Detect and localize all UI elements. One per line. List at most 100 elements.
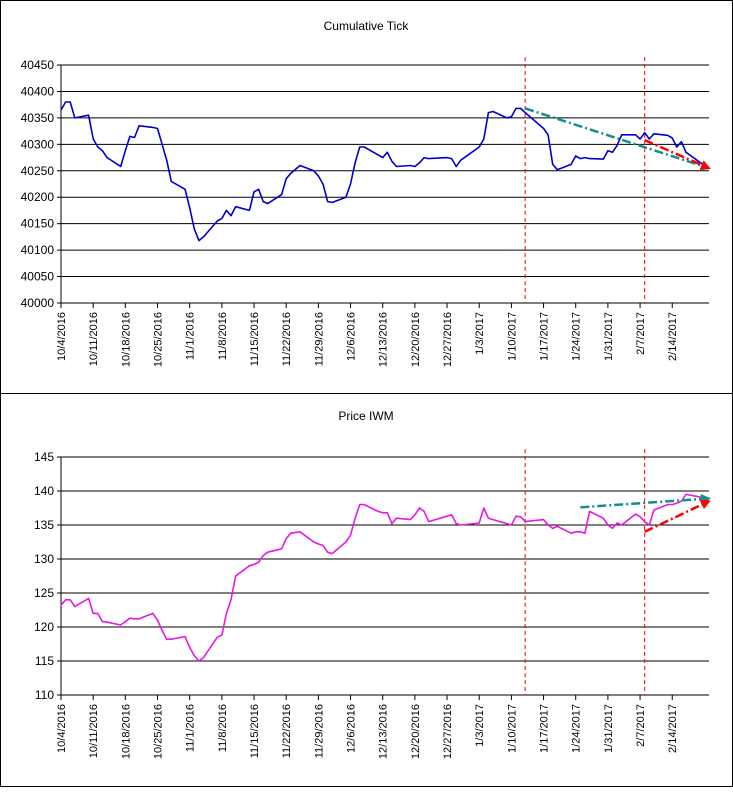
tick-y-tick-label: 40250 xyxy=(21,164,55,178)
price-data-point xyxy=(363,504,365,506)
price-data-point xyxy=(299,531,301,533)
price-data-point xyxy=(680,500,683,502)
price-x-tick-label: 1/24/2017 xyxy=(571,704,583,753)
tick-data-point xyxy=(487,112,489,114)
price-data-point xyxy=(97,612,99,615)
price-data-point xyxy=(262,555,264,557)
tick-data-point xyxy=(88,114,90,116)
tick-data-point xyxy=(97,146,99,148)
tick-x-tick-label: 10/18/2016 xyxy=(120,312,132,367)
price-data-point xyxy=(575,531,577,533)
price-data-point xyxy=(69,599,71,601)
tick-data-point xyxy=(106,157,108,159)
tick-y-tick-label: 40400 xyxy=(21,84,55,98)
price-data-point xyxy=(639,516,641,518)
price-data-point xyxy=(129,617,131,619)
price-data-point xyxy=(88,597,90,600)
tick-data-point xyxy=(120,165,122,168)
tick-data-point xyxy=(515,107,517,109)
tick-data-point xyxy=(451,158,453,160)
price-data-point xyxy=(386,512,388,514)
tick-data-point xyxy=(248,209,250,211)
price-data-point xyxy=(455,523,457,525)
tick-data-point xyxy=(299,164,301,167)
price-data-point xyxy=(313,541,315,543)
tick-data-point xyxy=(363,146,365,148)
tick-data-point xyxy=(667,134,669,136)
price-data-point xyxy=(579,531,581,533)
price-data-point xyxy=(506,523,508,525)
tick-data-point xyxy=(156,127,159,130)
price-series-line xyxy=(60,493,705,662)
tick-x-tick-label: 12/6/2016 xyxy=(346,312,358,361)
tick-data-point xyxy=(395,165,398,168)
tick-data-point xyxy=(267,203,269,205)
price-data-point xyxy=(327,551,329,553)
price-x-tick-label: 11/22/2016 xyxy=(281,704,293,758)
price-data-point xyxy=(611,527,614,530)
tick-data-point xyxy=(414,165,416,168)
tick-data-point xyxy=(391,160,393,162)
tick-data-point xyxy=(460,159,462,161)
price-x-tick-label: 1/17/2017 xyxy=(539,704,551,753)
tick-data-point xyxy=(634,134,637,136)
price-data-point xyxy=(418,507,421,509)
tick-data-point xyxy=(611,151,614,153)
tick-x-tick-label: 11/8/2016 xyxy=(217,312,229,360)
tick-data-point xyxy=(221,217,223,219)
price-trendline-teal xyxy=(580,494,711,509)
price-data-point xyxy=(451,514,453,516)
tick-y-tick-label: 40100 xyxy=(21,243,55,257)
tick-data-point xyxy=(680,141,683,143)
tick-x-tick-label: 10/25/2016 xyxy=(153,312,165,367)
price-data-point xyxy=(248,565,250,567)
price-data-point xyxy=(570,532,572,534)
tick-x-tick-label: 1/24/2017 xyxy=(571,312,583,361)
tick-data-point xyxy=(92,138,94,140)
tick-x-tick-label: 2/14/2017 xyxy=(667,312,679,361)
tick-y-tick-label: 40450 xyxy=(21,58,55,72)
tick-data-point xyxy=(506,117,508,119)
price-x-tick-label: 1/3/2017 xyxy=(474,704,486,747)
price-data-point xyxy=(414,514,416,516)
tick-y-tick-label: 40050 xyxy=(21,270,55,284)
price-data-point xyxy=(290,532,292,534)
tick-data-point xyxy=(653,133,655,135)
tick-data-point xyxy=(101,150,103,152)
tick-y-tick-label: 40150 xyxy=(21,217,55,231)
tick-data-point xyxy=(520,107,522,109)
price-data-point xyxy=(152,612,154,615)
tick-data-point xyxy=(198,240,200,242)
price-data-point xyxy=(556,525,558,528)
tick-data-point xyxy=(423,157,425,159)
tick-data-point xyxy=(60,109,62,111)
price-x-tick-label: 12/13/2016 xyxy=(378,704,390,759)
price-data-point xyxy=(395,517,398,519)
price-x-tick-label: 11/29/2016 xyxy=(313,704,325,758)
price-data-point xyxy=(359,504,361,506)
price-data-point xyxy=(285,538,287,540)
price-data-point xyxy=(644,521,646,523)
tick-data-point xyxy=(676,146,678,148)
tick-x-tick-label: 12/27/2016 xyxy=(442,312,454,367)
tick-data-point xyxy=(455,165,457,168)
tick-data-point xyxy=(313,170,315,172)
price-data-point xyxy=(423,510,425,512)
price-data-point xyxy=(349,534,352,536)
tick-data-point xyxy=(345,196,347,198)
price-data-point xyxy=(317,543,319,545)
price-data-point xyxy=(101,621,103,623)
price-data-point xyxy=(133,618,136,620)
price-y-tick-label: 120 xyxy=(34,620,54,634)
price-data-point xyxy=(170,638,172,640)
tick-trendline-teal xyxy=(524,107,711,171)
tick-data-point xyxy=(69,101,71,103)
tick-data-point xyxy=(166,159,168,161)
price-data-point xyxy=(281,548,283,550)
price-data-point xyxy=(60,604,62,606)
price-x-tick-label: 12/27/2016 xyxy=(442,704,454,759)
tick-y-tick-label: 40350 xyxy=(21,111,55,125)
tick-data-point xyxy=(354,162,356,164)
tick-data-point xyxy=(281,194,283,196)
tick-data-point xyxy=(129,135,131,137)
